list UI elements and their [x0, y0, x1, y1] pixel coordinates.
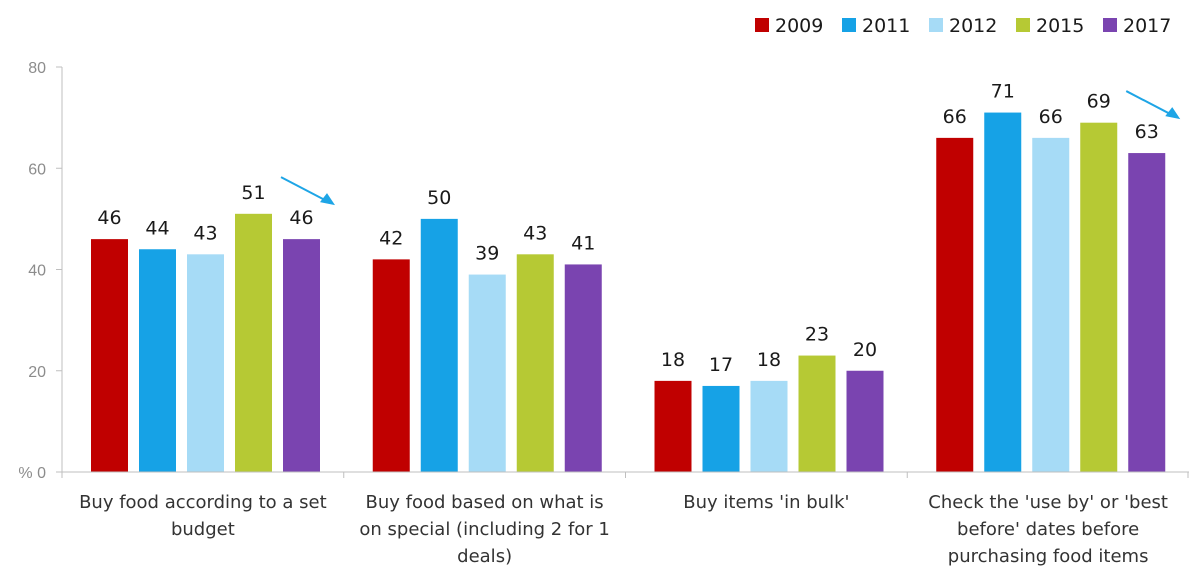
- data-label: 43: [193, 222, 217, 244]
- bar-2012: [187, 254, 224, 472]
- bar-2017: [283, 239, 320, 472]
- y-axis: % 0 20 40 60 80: [18, 60, 63, 482]
- data-label: 42: [379, 227, 403, 249]
- x-category-label: Check the 'use by' or 'best before' dates…: [928, 492, 1168, 567]
- bar-2015: [516, 254, 554, 472]
- bar-2009: [654, 380, 692, 472]
- legend: 2009 2011 2012 2015 2017: [755, 15, 1171, 37]
- bar-2017: [564, 264, 602, 472]
- data-label: 44: [145, 217, 169, 239]
- x-category-label: Buy food based on what is on special (inc…: [359, 492, 610, 567]
- legend-label: 2011: [862, 15, 910, 37]
- y-tick-label: 40: [28, 263, 46, 280]
- bar-2011: [139, 249, 176, 472]
- trend-arrow-head: [320, 193, 335, 206]
- bar-2012: [750, 380, 788, 472]
- data-label: 69: [1087, 91, 1111, 113]
- y-tick-label: 20: [28, 364, 46, 381]
- legend-label: 2009: [775, 15, 823, 37]
- bar-2009: [91, 239, 128, 472]
- bar-2009: [372, 259, 410, 472]
- legend-swatch-2009: [755, 18, 769, 32]
- bar-2015: [798, 355, 836, 472]
- legend-swatch-2017: [1103, 18, 1117, 32]
- bar-2011: [984, 112, 1022, 472]
- bar-2012: [468, 274, 506, 472]
- bar-2009: [936, 137, 974, 472]
- data-label: 66: [1039, 106, 1063, 128]
- x-category-label: Buy items 'in bulk': [683, 492, 849, 513]
- data-label: 20: [853, 339, 877, 361]
- x-category-label: Buy food according to a set budget: [79, 492, 327, 540]
- data-label: 50: [427, 187, 451, 209]
- data-label: 43: [523, 222, 547, 244]
- legend-label: 2015: [1036, 15, 1084, 37]
- y-tick-label: 80: [28, 60, 46, 77]
- x-axis: Buy food according to a set budget Buy foo…: [61, 471, 1189, 567]
- data-labels: 46 42 18 66 44 50 17 71 43 39 18 66 51 43 23 69 46 41 20 63: [97, 81, 1158, 376]
- data-label: 23: [805, 324, 829, 346]
- legend-swatch-2012: [929, 18, 943, 32]
- data-label: 66: [943, 106, 967, 128]
- data-label: 39: [475, 243, 499, 265]
- trend-arrows: [280, 90, 1181, 206]
- trend-arrow-line: [280, 176, 328, 203]
- data-label: 51: [241, 182, 265, 204]
- legend-swatch-2015: [1016, 18, 1030, 32]
- bar-2017: [846, 370, 884, 472]
- legend-label: 2017: [1123, 15, 1171, 37]
- data-label: 18: [661, 349, 685, 371]
- data-label: 63: [1135, 121, 1159, 143]
- bar-2017: [1128, 153, 1166, 472]
- data-label: 17: [709, 354, 733, 376]
- bar-2015: [1080, 122, 1118, 472]
- bar-2011: [702, 385, 740, 472]
- data-label: 71: [991, 81, 1015, 103]
- data-label: 41: [571, 232, 595, 254]
- data-label: 18: [757, 349, 781, 371]
- y-tick-label: 60: [28, 161, 46, 178]
- trend-arrow-line: [1125, 90, 1173, 116]
- trend-arrow-head: [1165, 107, 1181, 120]
- bar-2011: [420, 218, 458, 472]
- bar-2015: [235, 213, 272, 472]
- y-tick-label: % 0: [18, 465, 46, 482]
- legend-label: 2012: [949, 15, 997, 37]
- data-label: 46: [289, 207, 313, 229]
- data-label: 46: [97, 207, 121, 229]
- bars: [91, 112, 1166, 472]
- bar-2012: [1032, 137, 1070, 472]
- legend-swatch-2011: [842, 18, 856, 32]
